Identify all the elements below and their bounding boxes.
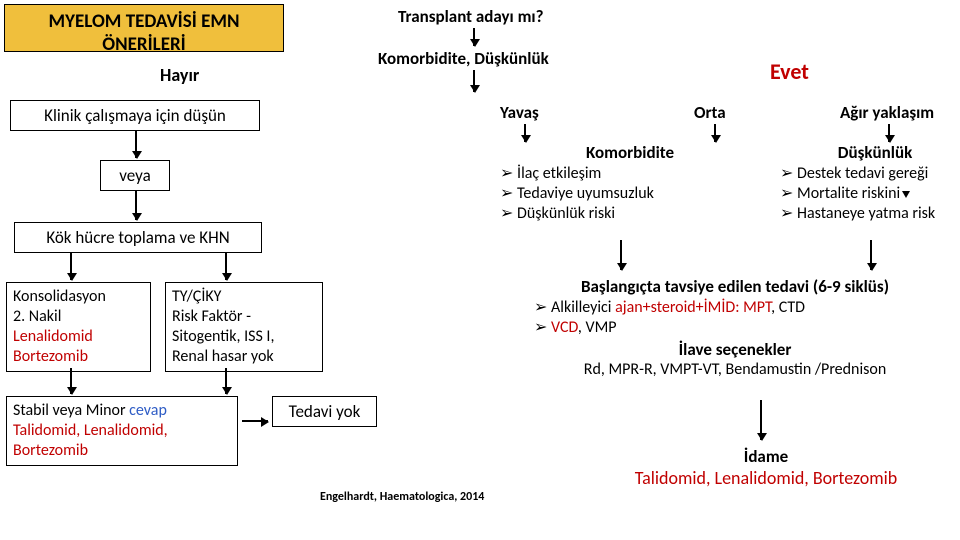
citation: Engelhardt, Haematologica, 2014 [320, 490, 484, 504]
box-veya: veya [100, 160, 170, 191]
ty-l1: TY/ÇİKY [172, 287, 316, 307]
question-transplant: Transplant adayı mı? [398, 6, 543, 27]
arrow-kok-kons [70, 252, 72, 280]
komorbidite-item-0: İlaç etkileşim [500, 163, 760, 183]
arrow-mid-left-down [620, 240, 622, 270]
stabil-l1: Stabil veya Minor cevap [13, 401, 231, 421]
box-kok: Kök hücre toplama ve KHN [14, 222, 262, 253]
ty-l2: Risk Faktör - [172, 307, 316, 327]
heading-baslangic: Başlangıçta tavsiye edilen tedavi (6-9 s… [520, 276, 950, 297]
komorbidite-item-2: Düşkünlük riski [500, 203, 760, 223]
text-klinik: Klinik çalışmaya için düşün [44, 105, 226, 126]
kons-l1: Konsolidasyon [13, 287, 144, 307]
down-arrow-icon [902, 191, 910, 198]
baslangic-item-0: Alkilleyici ajan+steroid+İMİD: MPT, CTD [534, 297, 950, 317]
komorbidite-item-1: Tedaviye uyumsuzluk [500, 183, 760, 203]
arrow-klinik-veya [135, 130, 137, 158]
arrow-stabil-tedaviyok [242, 420, 268, 422]
label-hayir: Hayır [160, 64, 199, 86]
duskunluk-item-1: Mortalite riskini [780, 183, 960, 203]
text-kok: Kök hücre toplama ve KHN [46, 227, 229, 248]
stabil-l2: Talidomid, Lenalidomid, [13, 421, 231, 441]
question-komorbidite: Komorbidite, Düşkünlük [378, 48, 549, 69]
kons-l2: 2. Nakil [13, 307, 144, 327]
text-tedavi-yok: Tedavi yok [289, 401, 361, 422]
kons-l4: Bortezomib [13, 347, 144, 367]
ty-l4: Renal hasar yok [172, 347, 316, 367]
list-komorbidite: İlaç etkileşim Tedaviye uyumsuzluk Düşkü… [500, 163, 760, 223]
ty-l3: Sitogentik, ISS I, [172, 327, 316, 347]
block-idame: İdame Talidomid, Lenalidomid, Bortezomib [576, 446, 956, 489]
label-orta: Orta [694, 102, 726, 123]
box-tedavi-yok: Tedavi yok [272, 396, 377, 427]
arrow-orta-down [714, 124, 716, 142]
text-veya: veya [119, 165, 150, 186]
box-stabil: Stabil veya Minor cevap Talidomid, Lenal… [6, 396, 238, 466]
baslangic-2b: , VMP [578, 318, 617, 337]
box-konsolidasyon: Konsolidasyon 2. Nakil Lenalidomid Borte… [6, 282, 151, 372]
arrow-yavas-down [524, 124, 526, 142]
list-duskunluk: Destek tedavi gereği Mortalite riskini H… [780, 163, 960, 223]
arrow-kons-stabil [70, 368, 72, 394]
duskunluk-item-1-text: Mortalite riskini [797, 184, 900, 203]
arrow-kok-ty [225, 252, 227, 280]
list-baslangic: Alkilleyici ajan+steroid+İMİD: MPT, CTD … [534, 297, 950, 337]
box-klinik: Klinik çalışmaya için düşün [10, 100, 260, 131]
stabil-l3: Bortezomib [13, 441, 231, 461]
arrow-mid-right-down [870, 240, 872, 270]
text-idame-line: Talidomid, Lenalidomid, Bortezomib [576, 467, 956, 489]
block-duskunluk: Düşkünlük Destek tedavi gereği Mortalite… [780, 142, 960, 223]
arrow-q1-q2 [473, 28, 475, 46]
title-box: MYELOM TEDAVİSİ EMN ÖNERİLERİ [4, 4, 284, 52]
arrow-ty-stabil [225, 368, 227, 394]
heading-komorbidite: Komorbidite [500, 142, 760, 163]
box-ty: TY/ÇİKY Risk Faktör - Sitogentik, ISS I,… [165, 282, 323, 372]
arrow-ilave-idame [760, 400, 762, 440]
label-evet: Evet [770, 58, 809, 85]
heading-ilave: İlave seçenekler [520, 339, 950, 360]
label-agir: Ağır yaklaşım [840, 102, 934, 123]
kons-l3: Lenalidomid [13, 327, 144, 347]
baslangic-2a: VCD [551, 318, 578, 337]
arrow-q2-split [473, 70, 475, 92]
duskunluk-item-0: Destek tedavi gereği [780, 163, 960, 183]
block-baslangic: Başlangıçta tavsiye edilen tedavi (6-9 s… [520, 276, 950, 379]
heading-idame: İdame [576, 446, 956, 467]
baslangic-c: , CTD [771, 298, 805, 317]
baslangic-a: Alkilleyici [551, 298, 615, 317]
arrow-veya-kok [135, 190, 137, 220]
stabil-l1b: cevap [129, 401, 167, 420]
text-ilave-line: Rd, MPR-R, VMPT-VT, Bendamustin /Prednis… [520, 360, 950, 379]
label-yavas: Yavaş [500, 102, 539, 123]
baslangic-item-1: VCD, VMP [534, 317, 950, 337]
arrow-agir-down [888, 124, 890, 142]
heading-duskunluk: Düşkünlük [780, 142, 960, 163]
block-komorbidite: Komorbidite İlaç etkileşim Tedaviye uyum… [500, 142, 760, 223]
duskunluk-item-2: Hastaneye yatma risk [780, 203, 960, 223]
stabil-l1a: Stabil veya Minor [13, 401, 126, 420]
baslangic-b: ajan+steroid+İMİD: MPT [615, 298, 771, 317]
